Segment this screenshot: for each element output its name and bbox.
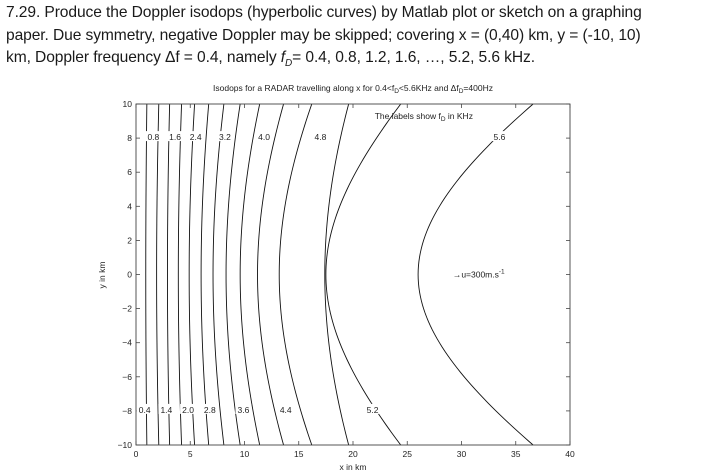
- curve-label: 1.4: [160, 405, 172, 415]
- isodop-curve-0.8: [156, 103, 160, 446]
- annotations: The labels show fD in KHz →u=300m.s-1: [375, 111, 505, 280]
- y-tick-label: 2: [127, 235, 132, 245]
- y-axis-label: y in km: [97, 262, 107, 289]
- question-line-2: paper. Due symmetry, negative Doppler ma…: [6, 26, 641, 44]
- question-line-1: 7.29. Produce the Doppler isodops (hyper…: [6, 4, 642, 21]
- curve-label: 5.6: [494, 132, 506, 142]
- isodop-curve-3.6: [239, 103, 261, 446]
- isodop-curve-4.4: [278, 103, 313, 446]
- question-line-3: km, Doppler frequency Δf = 0.4, namely f…: [6, 49, 535, 70]
- y-tick-label: 0: [127, 270, 132, 280]
- y-tick-label: −2: [122, 304, 132, 314]
- chart-title-text: Isodops for a RADAR travelling along x f…: [213, 83, 493, 95]
- isodop-curve-4.0: [257, 103, 284, 446]
- y-tick-label: 8: [127, 133, 132, 143]
- isodop-curve-5.6: [417, 103, 534, 446]
- curve-labels: 0.8 1.6 2.4 3.2 4.0 4.8 5.6 0.4 1.4 2.0 2.8 3.6 4.4 5…: [136, 131, 508, 415]
- isodop-curve-1.2: [167, 103, 171, 446]
- question-text: 7.29. Produce the Doppler isodops (hyper…: [6, 2, 701, 76]
- x-tick-label: 40: [565, 449, 575, 459]
- x-tick-label: 10: [240, 449, 250, 459]
- y-tick-label: −6: [122, 372, 132, 382]
- x-tick-label: 35: [511, 449, 521, 459]
- curve-label: 1.6: [169, 132, 181, 142]
- curve-label: 0.4: [139, 405, 151, 415]
- y-tick-label: −4: [122, 338, 132, 348]
- y-tick-label: −8: [122, 406, 132, 416]
- y-tick-label: −10: [118, 440, 133, 450]
- isodop-curve-5.2: [325, 103, 402, 446]
- x-tick-label: 25: [403, 449, 413, 459]
- curve-label: 5.2: [367, 405, 379, 415]
- x-tick-label: 0: [134, 449, 139, 459]
- y-tick-label: 4: [127, 201, 132, 211]
- x-tick-label: 30: [457, 449, 467, 459]
- curve-label: 4.8: [315, 132, 327, 142]
- curve-label: 2.0: [182, 405, 194, 415]
- isodop-curve-2.0: [188, 103, 196, 446]
- curve-label: 2.8: [204, 405, 216, 415]
- curve-label: 4.4: [280, 405, 292, 415]
- curve-label: 4.0: [258, 132, 270, 142]
- chart-title: Isodops for a RADAR travelling along x f…: [213, 83, 493, 95]
- isodop-curve-3.2: [225, 103, 241, 446]
- isodop-curve-0.4: [145, 103, 148, 446]
- isodop-curve-1.6: [177, 103, 183, 446]
- x-tick-label: 5: [188, 449, 193, 459]
- chart-annotation: The labels show fD in KHz: [375, 111, 473, 123]
- curve-label: 3.2: [219, 132, 231, 142]
- x-axis-label: x in km: [340, 462, 367, 472]
- isodop-curve-2.8: [212, 103, 225, 446]
- isodop-curves: [145, 103, 534, 446]
- curve-label: 0.8: [147, 132, 159, 142]
- x-tick-label: 15: [294, 449, 304, 459]
- isodop-curve-4.8: [324, 103, 350, 446]
- y-tick-label: 10: [123, 99, 133, 109]
- isodop-curve-2.4: [200, 103, 210, 446]
- x-tick-label: 20: [348, 449, 358, 459]
- curve-label: 2.4: [190, 132, 202, 142]
- y-tick-label: 6: [127, 167, 132, 177]
- curve-label: 3.6: [238, 405, 250, 415]
- chart-annotation: →u=300m.s-1: [453, 269, 505, 280]
